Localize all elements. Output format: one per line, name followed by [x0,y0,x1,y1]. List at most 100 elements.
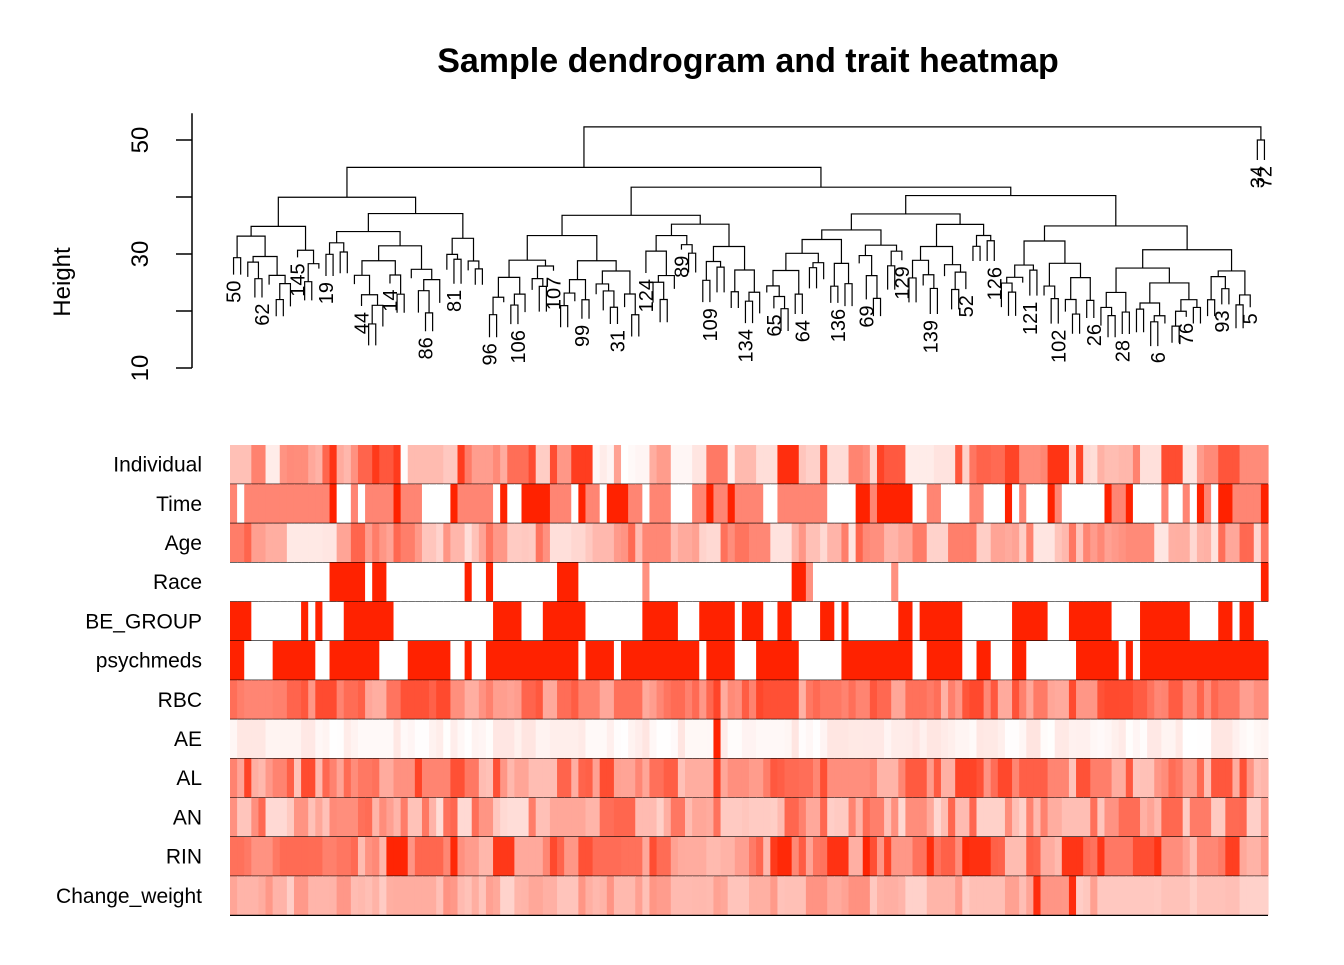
heatmap-cell [798,445,807,485]
heatmap-cell [1161,562,1170,602]
heatmap-cell [1033,484,1042,524]
heatmap-cell [699,523,707,563]
heatmap-cell [450,797,459,837]
heatmap-cell [1218,445,1226,485]
heatmap-cell [329,680,338,720]
heatmap-cell [386,758,395,798]
heatmap-cell [251,445,260,485]
heatmap-cell [642,523,651,563]
heatmap-cell [500,758,508,798]
heatmap-cell [798,680,807,720]
heatmap-cell [549,601,558,641]
heatmap-cell [884,719,892,759]
heatmap-cell [791,680,800,720]
heatmap-cell [1033,562,1042,602]
heatmap-cell [400,641,409,681]
heatmap-cell [379,562,388,602]
heatmap-cell [535,837,544,877]
heatmap-cell [471,484,480,524]
heatmap-cell [1019,445,1027,485]
trait-label: psychmeds [96,650,202,673]
heatmap-cell [677,641,686,681]
heatmap-cell [258,837,267,877]
heatmap-cell [677,719,686,759]
heatmap-cell [677,523,686,563]
heatmap-cell [692,484,700,524]
heatmap-cell [336,837,345,877]
heatmap-cell [1182,523,1191,563]
leaf-label: 76 [1176,323,1198,345]
heatmap-cell [997,484,1006,524]
heatmap-cell [713,719,722,759]
heatmap-cell [1083,641,1091,681]
heatmap-cell [507,562,515,602]
heatmap-cell [528,797,537,837]
heatmap-cell [997,523,1006,563]
heatmap-cell [663,719,672,759]
heatmap-cell [279,641,288,681]
heatmap-cell [812,680,821,720]
heatmap-cell [1118,641,1127,681]
heatmap-cell [1012,680,1020,720]
heatmap-cell [670,797,679,837]
heatmap-cell [933,484,942,524]
heatmap-cell [251,837,260,877]
heatmap-cell [1118,445,1127,485]
heatmap-cell [301,837,309,877]
heatmap-cell [407,484,416,524]
heatmap-cell [685,445,693,485]
heatmap-cell [1204,641,1212,681]
heatmap-row [230,523,1269,564]
heatmap-cell [997,876,1006,916]
heatmap-cell [685,719,693,759]
heatmap-cell [1218,680,1226,720]
leaf-label: 86 [416,337,438,359]
heatmap-cell [734,876,743,916]
heatmap-cell [1147,758,1155,798]
heatmap-cell [642,601,651,641]
heatmap-cell [756,445,764,485]
heatmap-cell [1253,601,1262,641]
heatmap-cell [1260,484,1269,524]
heatmap-cell [663,562,672,602]
heatmap-cell [393,445,402,485]
heatmap-cell [343,601,352,641]
heatmap-cell [1204,680,1212,720]
heatmap-cell [1211,601,1219,641]
heatmap-cell [301,719,309,759]
heatmap-cell [514,797,523,837]
heatmap-cell [862,484,871,524]
heatmap-cell [1040,562,1049,602]
heatmap-cell [976,758,985,798]
heatmap-cell [372,837,380,877]
heatmap-cell [1097,719,1106,759]
heatmap-cell [1196,445,1205,485]
heatmap-cell [258,445,267,485]
heatmap-cell [293,758,302,798]
heatmap-cell [621,641,629,681]
heatmap-cell [507,680,515,720]
heatmap-cell [1097,797,1106,837]
heatmap-cell [741,876,750,916]
heatmap-cell [1260,523,1269,563]
heatmap-cell [827,484,835,524]
trait-label: AN [173,806,202,829]
heatmap-cell [933,797,942,837]
heatmap-cell [464,719,473,759]
heatmap-cell [770,523,779,563]
heatmap-cell [777,641,786,681]
heatmap-cell [478,837,487,877]
heatmap-cell [1026,837,1034,877]
heatmap-cell [471,562,480,602]
heatmap-cell [308,719,316,759]
heatmap-cell [279,601,288,641]
heatmap-cell [251,562,260,602]
heatmap-cell [293,797,302,837]
heatmap-cell [1111,876,1120,916]
heatmap-cell [407,758,416,798]
heatmap-cell [379,680,388,720]
heatmap-cell [308,837,316,877]
heatmap-cell [777,680,786,720]
heatmap-cell [777,601,786,641]
heatmap-cell [301,445,309,485]
